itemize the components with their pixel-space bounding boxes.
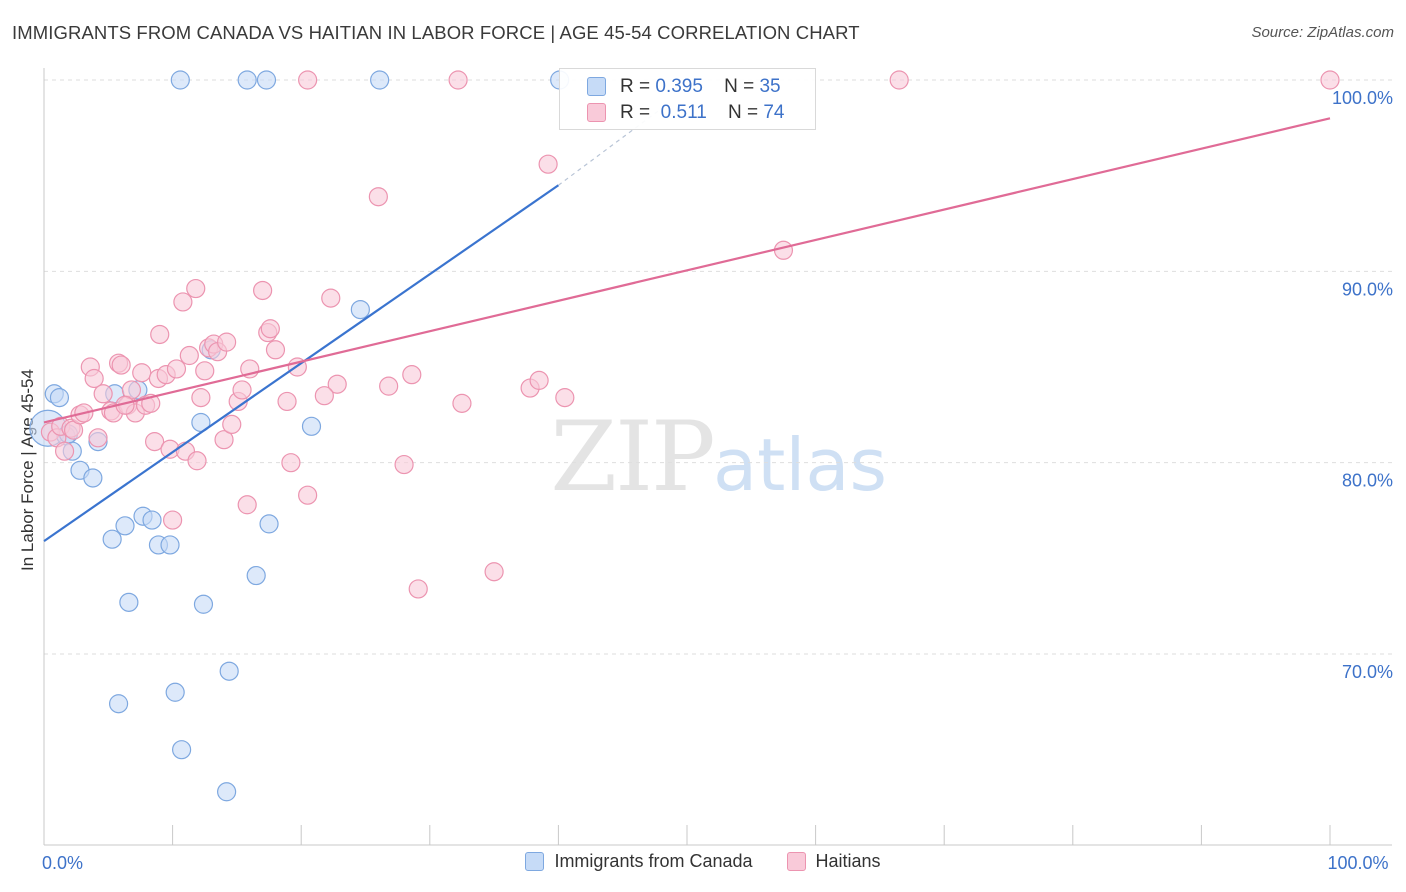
haitian-point [277, 391, 297, 412]
canada-point [237, 70, 257, 90]
haitian-point [132, 363, 152, 383]
canada-point [219, 661, 239, 681]
haitian-point [54, 441, 75, 461]
canada-trend-line [43, 184, 560, 543]
legend-swatch-haitians [786, 852, 806, 871]
chart-title: IMMIGRANTS FROM CANADA VS HAITIAN IN LAB… [12, 22, 860, 43]
haitian-point [368, 187, 388, 207]
canada-point [172, 740, 192, 760]
n-value-haitians: 74 [763, 102, 785, 123]
stats-legend: R = 0.395 N = 35 R = 0.511 N = 74 [559, 68, 816, 130]
haitian-point [179, 345, 199, 366]
legend-label-haitians: Haitians [815, 851, 881, 871]
haitian-point [555, 388, 575, 408]
haitian-point [253, 280, 273, 301]
watermark-zip: ZIP [550, 401, 713, 513]
source-credit: Source: ZipAtlas.com [1251, 24, 1394, 41]
haitian-point [186, 278, 206, 299]
canada-point [108, 694, 129, 714]
stats-swatch-blue [587, 77, 606, 96]
haitian-point [195, 361, 215, 381]
haitian-point [191, 388, 211, 408]
canada-point [350, 300, 370, 320]
x-tick-label: 100.0% [1327, 853, 1388, 873]
canada-point [115, 516, 135, 536]
canada-point [170, 70, 190, 90]
n-label: N = [727, 102, 759, 123]
haitian-point [265, 340, 286, 360]
haitian-point [408, 579, 428, 599]
watermark-atlas: atlas [713, 423, 887, 507]
haitian-point [111, 355, 131, 375]
haitian-point [298, 485, 318, 505]
haitian-point [321, 288, 341, 308]
r-value-canada: 0.395 [655, 76, 703, 97]
canada-point [142, 510, 162, 530]
stats-swatch-pink [587, 103, 606, 122]
haitian-point [93, 384, 113, 404]
canada-point [217, 782, 237, 802]
canada-point [259, 514, 279, 534]
haitian-point [452, 393, 472, 413]
r-label: R = [620, 102, 651, 123]
haitian-point [187, 451, 207, 471]
haitian-point [232, 380, 252, 400]
y-tick-label: 70.0% [1342, 662, 1393, 682]
y-tick-label: 90.0% [1342, 279, 1393, 299]
haitian-point [163, 510, 183, 530]
haitian-point [214, 430, 234, 450]
haitian-point [1320, 70, 1340, 90]
haitian-trend-line [43, 117, 1331, 424]
canada-point [370, 70, 390, 90]
haitian-point [84, 368, 104, 389]
haitian-point [166, 359, 187, 379]
haitian-point [173, 292, 193, 312]
n-label: N = [724, 76, 755, 97]
haitian-point [448, 70, 468, 90]
haitian-point [327, 374, 347, 394]
legend-label-canada: Immigrants from Canada [554, 851, 753, 871]
haitian-point [889, 70, 909, 90]
haitian-point [529, 370, 549, 390]
canada-point [246, 565, 266, 586]
y-tick-label: 80.0% [1342, 471, 1393, 491]
haitian-point [379, 376, 399, 396]
haitian-point [260, 319, 280, 339]
haitian-point [237, 495, 257, 515]
haitian-point [150, 324, 170, 345]
y-tick-label: 100.0% [1332, 88, 1393, 108]
canada-point [256, 70, 277, 90]
haitian-point [144, 432, 165, 452]
haitian-point [394, 454, 414, 475]
r-value-haitians: 0.511 [660, 102, 707, 123]
canada-point [301, 416, 322, 436]
haitian-point [298, 70, 318, 90]
haitian-point [484, 562, 504, 582]
haitian-point [314, 386, 334, 406]
legend-item-canada[interactable]: Immigrants from Canada [525, 851, 753, 872]
haitian-point [538, 154, 558, 174]
haitian-point [217, 332, 237, 352]
canada-point [165, 682, 185, 702]
x-tick-label: 0.0% [42, 853, 83, 873]
canada-point [102, 529, 122, 549]
stats-text-canada: R = 0.395 N = 35 [620, 76, 781, 98]
canada-point [83, 468, 103, 488]
canada-point [193, 594, 214, 614]
r-label: R = [620, 76, 651, 97]
series-legend: Immigrants from Canada Haitians [0, 851, 1406, 872]
canada-point [160, 535, 180, 555]
haitian-point [402, 365, 422, 385]
canada-point [49, 388, 70, 408]
n-value-canada: 35 [759, 76, 781, 97]
stats-text-haitians: R = 0.511 N = 74 [620, 102, 784, 124]
legend-item-haitians[interactable]: Haitians [786, 851, 881, 872]
canada-point [119, 592, 139, 612]
haitian-point [88, 428, 108, 448]
haitian-point [773, 240, 794, 260]
legend-swatch-canada [525, 852, 545, 871]
haitian-point [281, 453, 301, 473]
haitian-point [222, 414, 242, 434]
